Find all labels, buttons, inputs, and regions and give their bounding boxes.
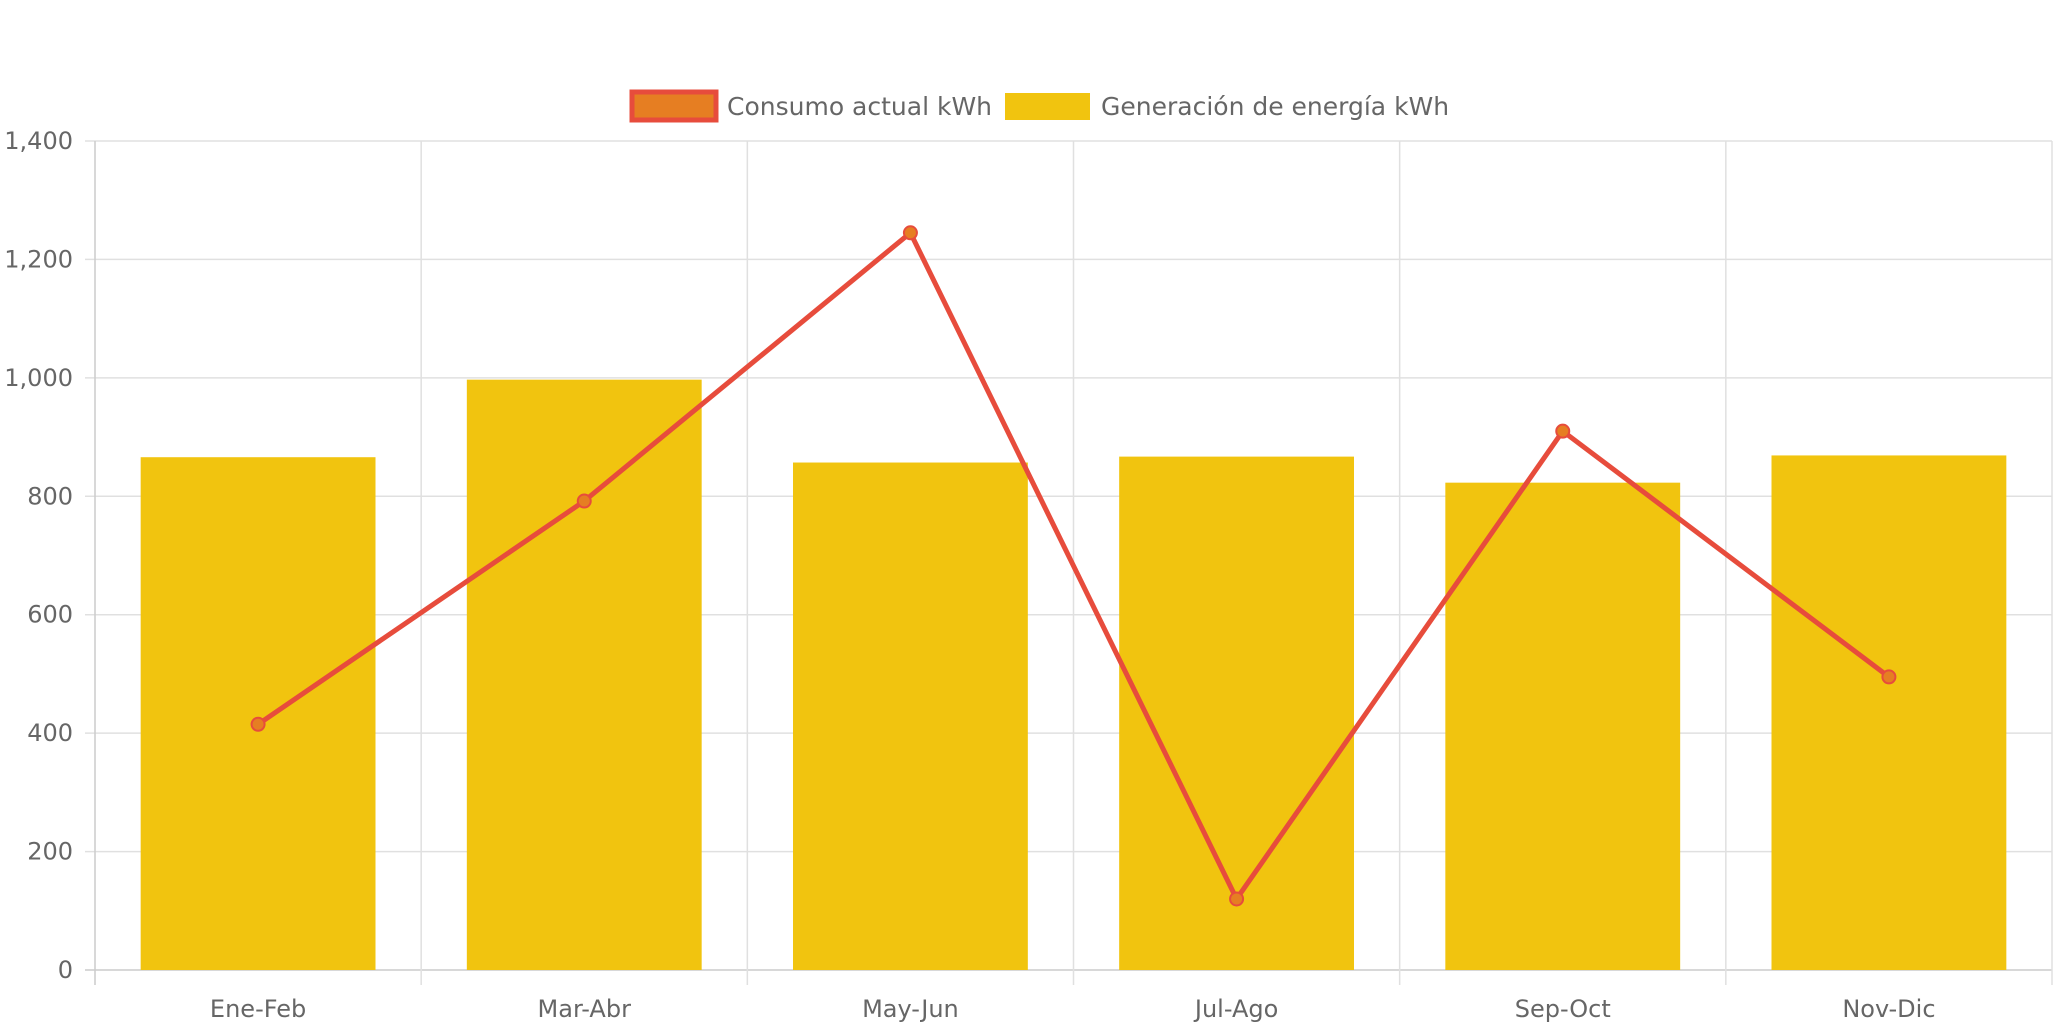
y-tick-label: 600: [27, 601, 73, 629]
y-tick-label: 0: [58, 956, 73, 984]
bar-sep-oct[interactable]: [1445, 482, 1681, 970]
line-point-mar-abr[interactable]: [576, 493, 592, 509]
consumption-line: [256, 228, 1891, 904]
line-point-may-jun[interactable]: [902, 225, 918, 241]
y-tick-label: 800: [27, 482, 73, 510]
grid-layer: [85, 140, 2053, 985]
x-tick-label: Ene-Feb: [210, 995, 306, 1023]
bars-layer: [140, 379, 2007, 971]
x-tick-label: Sep-Oct: [1515, 995, 1611, 1023]
line-point-jul-ago[interactable]: [1229, 891, 1245, 907]
line-point-nov-dic[interactable]: [1881, 669, 1897, 685]
legend-item[interactable]: Consumo actual kWh: [629, 89, 992, 123]
axis-layer: 0 200 400 600 800 1,000 1,200 1,400 Ene-Feb Mar-A…: [4, 127, 1935, 1023]
y-tick-label: 1,000: [4, 364, 73, 392]
legend[interactable]: Consumo actual kWh Generación de energía …: [629, 89, 1449, 123]
line-point-sep-oct[interactable]: [1555, 423, 1571, 439]
bar-may-jun[interactable]: [792, 462, 1028, 970]
y-tick-label: 1,400: [4, 127, 73, 155]
y-tick-label: 200: [27, 838, 73, 866]
legend-label: Generación de energía kWh: [1101, 92, 1449, 121]
line-point-ene-feb[interactable]: [250, 716, 266, 732]
legend-item[interactable]: Generación de energía kWh: [1005, 92, 1449, 121]
x-tick-label: Jul-Ago: [1193, 995, 1278, 1023]
y-tick-label: 400: [27, 719, 73, 747]
line-layer: [250, 225, 1897, 907]
bar-mar-abr[interactable]: [466, 379, 702, 971]
legend-swatch-line: [629, 89, 719, 123]
legend-label: Consumo actual kWh: [727, 92, 992, 121]
x-tick-label: Mar-Abr: [538, 995, 632, 1023]
bar-nov-dic[interactable]: [1771, 455, 2007, 970]
y-tick-label: 1,200: [4, 245, 73, 273]
legend-swatch-bar: [1005, 93, 1090, 120]
x-tick-label: Nov-Dic: [1842, 995, 1935, 1023]
bar-jul-ago[interactable]: [1119, 456, 1355, 970]
bar-ene-feb[interactable]: [140, 457, 376, 970]
x-tick-label: May-Jun: [862, 995, 959, 1023]
